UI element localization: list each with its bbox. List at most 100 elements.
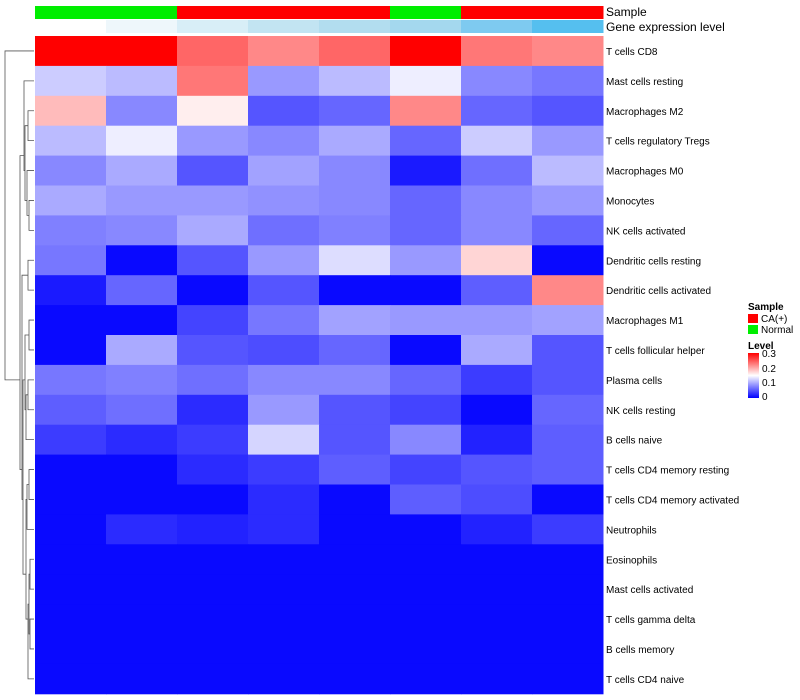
heatmap-cell — [390, 65, 462, 97]
heatmap-cell — [106, 604, 178, 635]
heatmap-cell — [532, 275, 604, 306]
expression-annotation-cell — [248, 20, 320, 33]
row-label: T cells follicular helper — [606, 346, 705, 357]
heatmap-cell — [390, 663, 462, 695]
heatmap-cell — [390, 364, 462, 396]
heatmap-cell — [461, 424, 533, 456]
heatmap-cell — [35, 544, 107, 575]
legend-tick-03: 0.3 — [762, 349, 776, 360]
heatmap-cell — [532, 335, 604, 366]
heatmap-cell — [461, 36, 533, 67]
heatmap-cell — [177, 544, 249, 575]
heatmap-cell — [35, 125, 107, 157]
heatmap-cell — [319, 245, 391, 276]
row-label: NK cells resting — [606, 406, 675, 417]
heatmap-cell — [248, 275, 320, 306]
legend-title-sample: Sample — [748, 302, 784, 313]
heatmap-cell — [106, 394, 178, 426]
row-label: Macrophages M0 — [606, 167, 684, 178]
heatmap-cell — [35, 155, 107, 186]
heatmap-cell — [248, 95, 320, 127]
heatmap-cell — [532, 245, 604, 276]
row-label: T cells regulatory Tregs — [606, 137, 710, 148]
heatmap-cell — [35, 65, 107, 97]
heatmap-cell — [461, 335, 533, 366]
heatmap-cell — [319, 275, 391, 306]
heatmap-cell — [106, 574, 178, 605]
dendrogram-branch — [28, 200, 34, 231]
heatmap-cell — [461, 305, 533, 336]
legend-color-bar — [748, 353, 759, 398]
row-label: T cells gamma delta — [606, 615, 696, 626]
row-label: Monocytes — [606, 196, 654, 207]
heatmap-cell — [248, 634, 320, 665]
heatmap-cell — [319, 36, 391, 67]
heatmap-cell — [390, 574, 462, 605]
heatmap-cell — [35, 574, 107, 605]
dendrogram-branch — [24, 334, 29, 411]
heatmap-cell — [461, 245, 533, 276]
heatmap-cell — [532, 125, 604, 157]
sample-annotation-cell — [461, 6, 533, 19]
heatmap-cell — [461, 95, 533, 127]
heatmap-cell — [248, 335, 320, 366]
heatmap-cell — [177, 185, 249, 216]
dendrogram-branch — [19, 155, 24, 470]
heatmap-cell — [319, 394, 391, 426]
heatmap-cell — [248, 305, 320, 336]
dendrogram-branch — [27, 379, 34, 411]
heatmap-cell — [461, 125, 533, 157]
heatmap-cell — [319, 65, 391, 97]
heatmap-cell — [106, 275, 178, 306]
heatmap-cell — [35, 245, 107, 276]
heatmap-cell — [532, 544, 604, 575]
heatmap-cell — [106, 364, 178, 396]
heatmap-cell — [177, 364, 249, 396]
row-label: Macrophages M2 — [606, 107, 684, 118]
heatmap-cell — [248, 125, 320, 157]
heatmap-cell — [532, 604, 604, 635]
dendrogram-branch — [29, 618, 34, 650]
heatmap-cell — [461, 275, 533, 306]
heatmap-cell — [461, 394, 533, 426]
heatmap-cell — [532, 394, 604, 426]
dendrogram-branch — [29, 558, 34, 590]
heatmap-cell — [35, 424, 107, 456]
sample-annotation-cell — [35, 6, 107, 19]
heatmap-cell — [106, 155, 178, 186]
row-labels: T cells CD8 Mast cells resting Macrophages… — [606, 47, 739, 686]
heatmap-cell — [177, 514, 249, 545]
heatmap-cell — [532, 634, 604, 665]
heatmap-cell — [461, 634, 533, 665]
heatmap-cell — [319, 215, 391, 246]
heatmap-cell — [177, 454, 249, 485]
heatmap-cell — [248, 245, 320, 276]
row-label: NK cells activated — [606, 226, 685, 237]
annotation-label-sample: Sample — [606, 5, 647, 19]
heatmap-cell — [461, 663, 533, 695]
heatmap-cell — [248, 514, 320, 545]
sample-annotation-cell — [106, 6, 178, 19]
heatmap-cell — [35, 663, 107, 695]
sample-annotation-cell — [319, 6, 391, 19]
heatmap-cell — [532, 484, 604, 515]
heatmap-cell — [177, 305, 249, 336]
heatmap-cell — [319, 424, 391, 456]
heatmap-cell — [248, 604, 320, 635]
heatmap-cell — [461, 574, 533, 605]
expression-annotation-cell — [390, 20, 462, 33]
heatmap-cell — [248, 185, 320, 216]
row-label: Mast cells resting — [606, 77, 683, 88]
legend-tick-02: 0.2 — [762, 364, 776, 375]
row-label: Dendritic cells activated — [606, 286, 711, 297]
row-label: T cells CD4 memory resting — [606, 466, 729, 477]
heatmap-cell — [35, 215, 107, 246]
heatmap-cell — [177, 394, 249, 426]
dendrogram-branch — [21, 274, 28, 500]
heatmap-cell — [390, 95, 462, 127]
heatmap-cell — [390, 155, 462, 186]
heatmap-cell — [319, 544, 391, 575]
legend-swatch-ca — [748, 314, 758, 323]
dendrogram-branch — [28, 469, 34, 500]
heatmap-cell — [390, 544, 462, 575]
